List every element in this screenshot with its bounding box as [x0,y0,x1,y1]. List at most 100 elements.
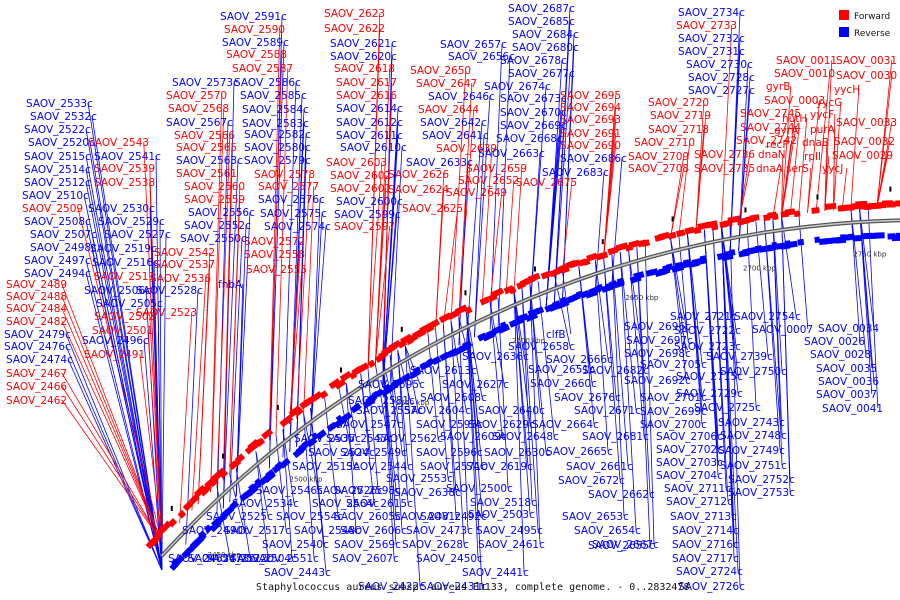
gene-label: SAOV_2551c [252,553,319,565]
label-connector [61,307,163,543]
gene-label: SAOV_2644 [418,104,479,116]
gene-label: SAOV_0010 [774,68,835,80]
gene-label: SAOV_2629c [468,419,535,431]
gene-label: SAOV_2565 [176,142,237,154]
gene-label: serS [786,163,809,175]
gene-label: SAOV_2516c [92,257,159,269]
reverse-gene-arrow [535,306,545,315]
gene-label: SAOV_2677c [508,68,575,80]
gene-label: SAOV_2663c [478,148,545,160]
label-connector [824,141,828,211]
label-connector [687,233,703,365]
label-connector [345,382,357,531]
feature-marker [744,207,747,213]
label-connector [721,226,735,559]
forward-gene-arrow [367,359,376,368]
gene-label: SAOV_2491 [84,349,145,361]
reverse-gene-track [169,232,900,571]
gene-label: SAOV_2675 [516,177,577,189]
gene-label: SAOV_2478c [188,553,255,565]
gene-label: SAOV_2668c [496,133,563,145]
label-connector [389,146,403,383]
gene-label: SAOV_2598c [334,485,401,497]
gene-label: yycH [834,84,860,96]
gene-label: SAOV_2743c [718,417,785,429]
forward-gene-arrow [255,437,266,447]
gene-label: SAOV_2578 [254,169,315,181]
gene-label: SAOV_0031 [836,55,897,67]
reverse-gene-arrow [616,277,625,286]
reverse-gene-arrow [666,263,674,271]
gene-label: SAOV_2548c [294,525,361,537]
gene-label: SAOV_2656c [448,51,515,63]
gene-label: SAOV_2596c [416,447,483,459]
gene-label: SAOV_2450c [416,553,483,565]
label-connector [61,372,163,543]
label-connector [815,72,831,212]
gene-label: SAOV_2667c [592,539,659,551]
gene-label: SAOV_2574c [264,221,331,233]
gene-label: SAOV_2671c [574,405,641,417]
gene-label: SAOV_2504c [230,553,297,565]
gene-label: SAOV_2467 [6,368,67,380]
gene-label: SAOV_2510c [22,190,89,202]
label-connector [670,237,687,381]
reverse-gene-arrow [353,402,362,411]
gene-label: SAOV_2609c [440,431,507,443]
gene-label: SAOV_2711c [664,483,731,495]
label-connector [222,159,239,509]
gene-label: SAOV_2563c [176,155,243,167]
reverse-gene-arrow [439,351,450,362]
gene-label: SAOV_2520c [28,137,95,149]
gene-label: SAOV_2657c [440,39,507,51]
label-connector [644,244,655,545]
scale-tick-label: 2450 kbp [208,551,242,559]
label-connector [179,311,193,523]
gene-label: SAOV_2597 [334,221,395,233]
forward-gene-arrow [824,202,837,210]
gene-label: SAOV_2653c [562,511,629,523]
feature-marker [464,290,467,296]
gene-label: SAOV_2651c [528,364,595,376]
gene-label: SAOV_2715c [676,371,743,383]
label-connector [289,253,301,424]
gene-label: SAOV_2593c [416,419,483,431]
gene-label: SAOV_2506c [84,285,151,297]
gene-label: purA [810,124,836,136]
forward-gene-arrow [464,306,473,315]
label-connector [367,161,383,369]
gene-label: SAOV_2731c [678,46,745,58]
gene-label: SAOV_2603 [326,157,387,169]
gene-label: SAOV_2628c [402,539,469,551]
feature-marker [400,326,403,332]
forward-gene-arrow [599,251,609,260]
label-connector [513,167,523,292]
gene-label: SAOV_2742 [736,135,797,147]
label-connector [389,354,403,453]
label-connector [798,117,808,214]
gene-label: SAOV_2684c [512,29,579,41]
gene-label: SAOV_2734c [678,7,745,19]
gene-label: SAOV_2569c [334,539,401,551]
gene-label: SAOV_2524c [308,447,375,459]
gene-label: SAOV_2730c [686,59,753,71]
label-connector [781,153,784,217]
gene-label: dnaB [802,137,829,149]
gene-label: SAOV_2522c [24,124,91,136]
gene-label: SAOV_2608c [420,392,487,404]
gene-label: SAOV_0003 [764,95,825,107]
gene-label: SAOV_2716c [672,539,739,551]
gene-label: SAOV_0030 [836,70,897,82]
gene-label: SAOV_2591c [220,11,287,23]
gene-label: SAOV_2553c [386,473,453,485]
label-connector [235,468,251,559]
gene-label: SAOV_2461c [478,539,545,551]
reverse-gene-arrow [699,255,707,263]
gene-label: SAOV_2507c [30,229,97,241]
feature-marker [221,453,224,459]
reverse-gene-arrow [853,234,862,242]
gene-label: SAOV_2616 [336,90,397,102]
gene-label: SAOV_2536 [150,273,211,285]
label-connector [450,320,465,545]
gene-label: SAOV_2550c [180,233,247,245]
